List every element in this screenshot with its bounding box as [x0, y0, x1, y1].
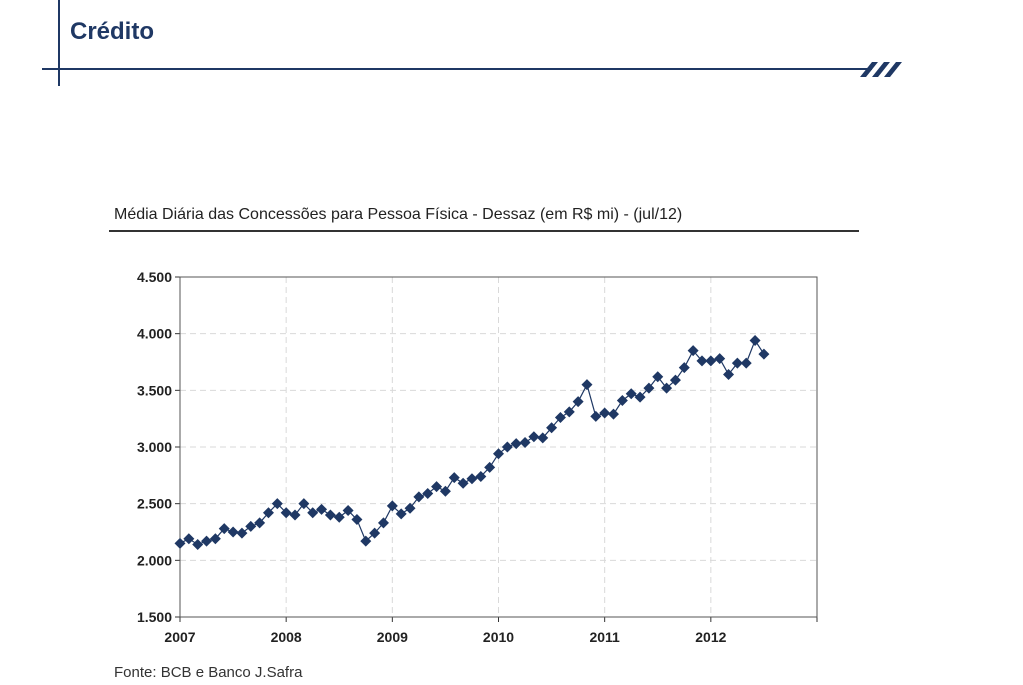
- y-tick-label: 1.500: [137, 609, 172, 625]
- y-tick-label: 2.000: [137, 552, 172, 568]
- y-tick-label: 4.500: [137, 269, 172, 285]
- data-point: [528, 431, 540, 443]
- data-point: [209, 533, 221, 545]
- data-point: [661, 382, 673, 394]
- data-point: [554, 412, 566, 424]
- data-point: [422, 487, 434, 499]
- x-tick-label: 2009: [377, 629, 408, 645]
- data-point: [174, 537, 186, 549]
- data-point: [572, 396, 584, 408]
- x-tick-label: 2007: [164, 629, 195, 645]
- data-point: [369, 527, 381, 539]
- data-point: [758, 348, 770, 360]
- x-tick-label: 2012: [695, 629, 726, 645]
- data-point: [537, 432, 549, 444]
- data-point: [236, 527, 248, 539]
- y-tick-label: 3.000: [137, 439, 172, 455]
- data-point: [271, 498, 283, 510]
- data-point: [519, 436, 531, 448]
- data-point: [652, 371, 664, 383]
- data-point: [289, 509, 301, 521]
- header-vertical-rule: [58, 0, 60, 86]
- line-chart: 1.500 2.000 2.500 3.000 3.500 4.000 4.500 2007 2…: [137, 269, 818, 645]
- data-point: [333, 511, 345, 523]
- data-point: [625, 388, 637, 400]
- data-point: [386, 500, 398, 512]
- data-point: [714, 353, 726, 365]
- x-tick-label: 2010: [483, 629, 514, 645]
- data-point: [705, 355, 717, 367]
- data-point: [590, 410, 602, 422]
- data-point: [599, 407, 611, 419]
- data-point: [280, 507, 292, 519]
- data-point: [749, 334, 761, 346]
- data-point: [501, 441, 513, 453]
- data-point: [298, 498, 310, 510]
- data-point: [616, 395, 628, 407]
- page-title: Crédito: [70, 18, 154, 45]
- data-point: [351, 514, 363, 526]
- data-point: [360, 535, 372, 547]
- data-point: [457, 477, 469, 489]
- data-point: [731, 357, 743, 369]
- data-point: [218, 523, 230, 535]
- chart-title-rule: [109, 230, 859, 232]
- data-point: [687, 345, 699, 357]
- data-point: [227, 526, 239, 538]
- data-point: [493, 448, 504, 460]
- data-point: [439, 485, 451, 497]
- plot-area-border: [179, 276, 818, 618]
- data-point: [316, 503, 328, 515]
- data-point: [192, 538, 204, 550]
- data-point: [201, 535, 213, 547]
- data-point: [342, 504, 354, 516]
- data-point: [377, 517, 389, 529]
- data-point: [431, 481, 443, 493]
- y-tick-label: 3.500: [137, 382, 172, 398]
- brand-logo: [860, 62, 902, 77]
- source-note: Fonte: BCB e Banco J.Safra: [114, 664, 303, 681]
- y-tick-label: 4.000: [137, 326, 172, 342]
- data-point: [696, 355, 708, 367]
- data-point: [475, 470, 487, 482]
- data-point: [484, 461, 496, 473]
- header-horizontal-rule: [42, 68, 872, 70]
- data-point: [448, 472, 460, 484]
- chart-title: Média Diária das Concessões para Pessoa …: [114, 206, 683, 223]
- data-point: [466, 473, 478, 485]
- data-point: [740, 357, 752, 369]
- data-point: [324, 509, 336, 521]
- x-tick-label: 2011: [589, 629, 620, 645]
- data-point: [669, 374, 681, 386]
- x-tick-label: 2008: [271, 629, 302, 645]
- data-point: [395, 508, 407, 520]
- data-point: [608, 408, 620, 420]
- data-point: [510, 438, 522, 450]
- data-point: [563, 406, 575, 418]
- data-point: [581, 379, 593, 391]
- data-point: [723, 368, 735, 380]
- data-point: [183, 533, 195, 545]
- data-point: [678, 362, 690, 374]
- data-point: [307, 507, 319, 519]
- data-point: [546, 422, 558, 434]
- data-point: [404, 502, 416, 514]
- data-point: [634, 391, 646, 403]
- data-point: [262, 507, 274, 519]
- data-point: [413, 491, 425, 503]
- y-tick-label: 2.500: [137, 496, 172, 512]
- data-point: [643, 382, 655, 394]
- data-point: [245, 520, 257, 532]
- data-point: [254, 517, 266, 529]
